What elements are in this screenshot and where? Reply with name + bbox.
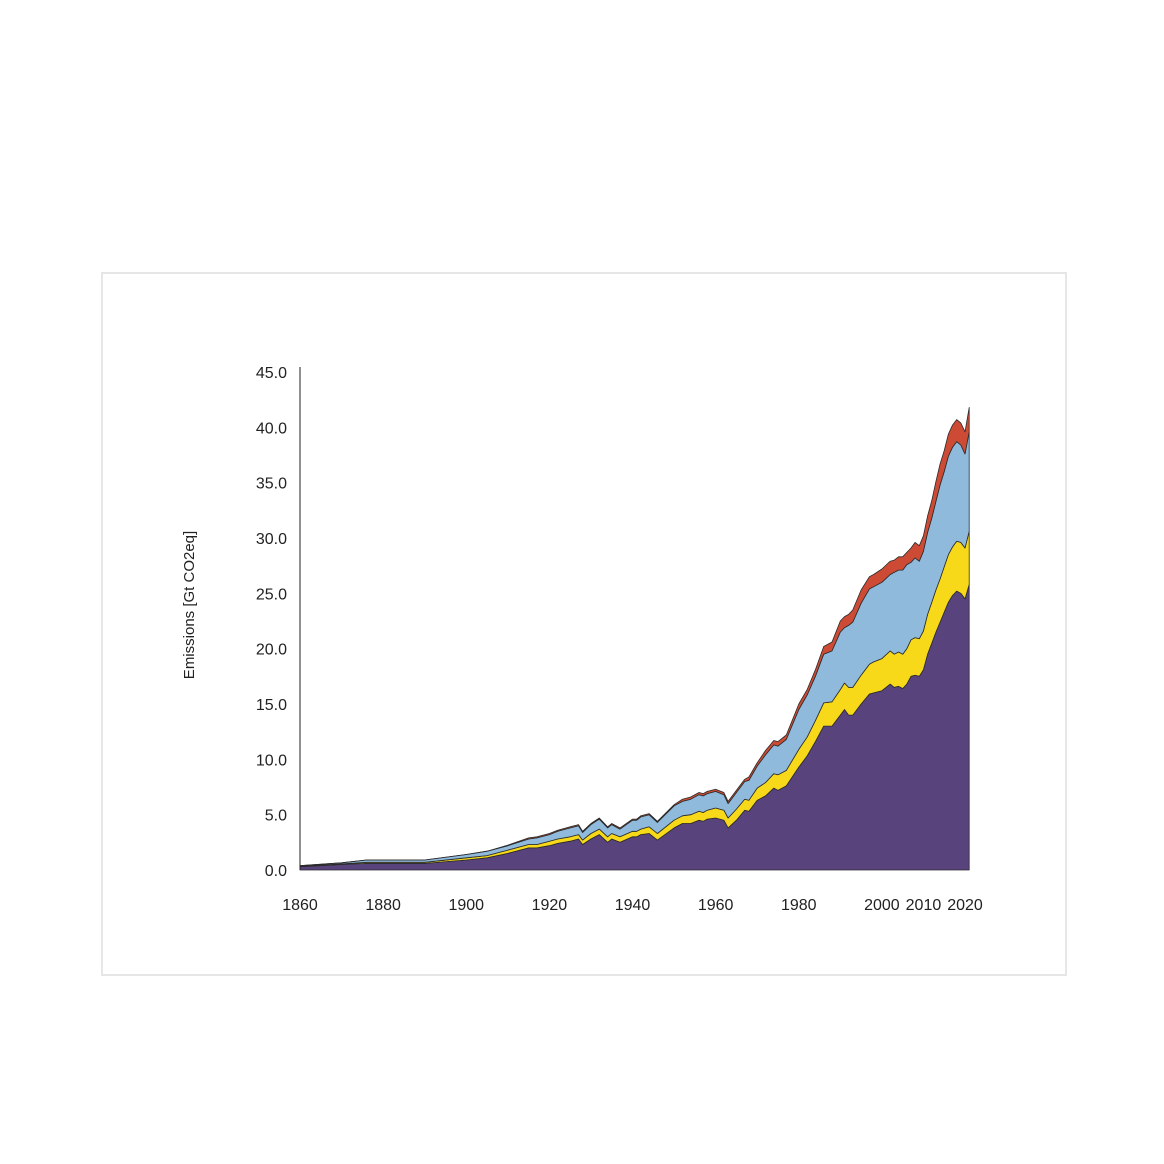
y-tick-label: 0.0 <box>265 863 287 880</box>
x-tick-labels: 1860 1880 1900 1920 1940 1960 1980 2000 2010 2020 <box>282 897 983 914</box>
area-series-group <box>299 407 970 871</box>
y-tick-label: 45.0 <box>256 365 287 382</box>
x-tick-label: 1880 <box>365 897 401 914</box>
y-tick-label: 30.0 <box>256 531 287 548</box>
x-tick-label: 2000 <box>864 897 900 914</box>
y-tick-label: 40.0 <box>256 420 287 437</box>
x-tick-label: 1980 <box>781 897 817 914</box>
y-tick-label: 15.0 <box>256 697 287 714</box>
x-tick-label: 1960 <box>698 897 734 914</box>
y-tick-label: 35.0 <box>256 476 287 493</box>
x-tick-label: 1860 <box>282 897 318 914</box>
y-axis-label: Emissions [Gt CO2eq] <box>181 531 198 679</box>
area-series-4 <box>299 407 970 866</box>
x-tick-label: 1900 <box>448 897 484 914</box>
y-tick-label: 20.0 <box>256 642 287 659</box>
x-tick-label: 1920 <box>532 897 568 914</box>
y-tick-label: 25.0 <box>256 586 287 603</box>
y-tick-label: 10.0 <box>256 752 287 769</box>
y-tick-label: 5.0 <box>265 808 287 825</box>
y-tick-labels: 0.0 5.0 10.0 15.0 20.0 25.0 30.0 35.0 40.0 45.0 <box>256 365 287 880</box>
x-tick-label: 2010 <box>906 897 942 914</box>
x-tick-label: 2020 <box>947 897 983 914</box>
x-tick-label: 1940 <box>615 897 651 914</box>
